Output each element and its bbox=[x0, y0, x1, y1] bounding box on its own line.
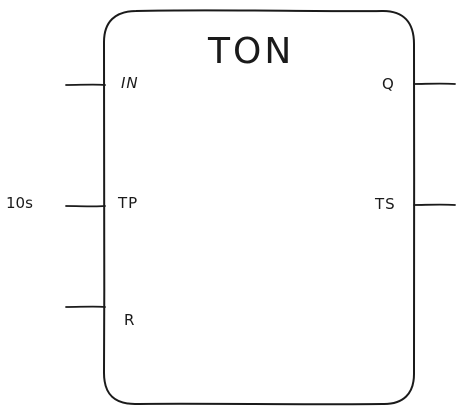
block-type-title: TON bbox=[208, 31, 295, 72]
input-pin-in-label: IN bbox=[121, 74, 139, 92]
tp-parameter-value: 10s bbox=[6, 194, 33, 212]
output-pin-ts-label: TS bbox=[375, 195, 396, 213]
function-block-box bbox=[102, 9, 416, 406]
output-pin-q-label: Q bbox=[382, 75, 395, 93]
input-pin-r-label: R bbox=[124, 311, 136, 329]
input-pin-tp-label: TP bbox=[118, 194, 139, 212]
